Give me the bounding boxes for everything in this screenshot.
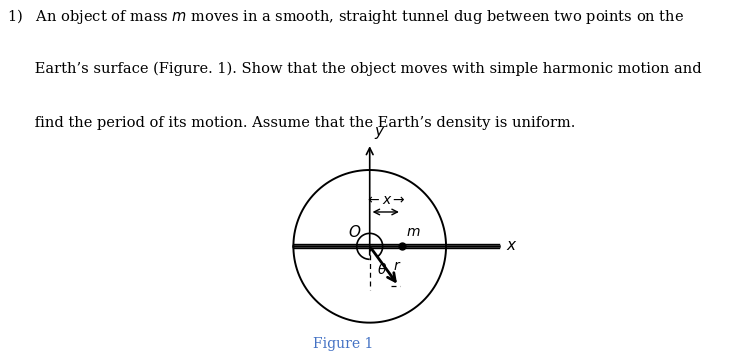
Text: $\mathit{m}$: $\mathit{m}$: [405, 226, 420, 240]
Text: Figure 1: Figure 1: [313, 337, 373, 351]
Text: $\mathit{x}$: $\mathit{x}$: [506, 239, 517, 253]
Text: $\leftarrow x \rightarrow$: $\leftarrow x \rightarrow$: [365, 193, 406, 207]
Text: $\mathit{y}$: $\mathit{y}$: [374, 125, 385, 141]
Text: $\theta$: $\theta$: [377, 262, 387, 277]
Text: $\mathit{r}$: $\mathit{r}$: [393, 258, 402, 272]
Text: Earth’s surface (Figure. 1). Show that the object moves with simple harmonic mot: Earth’s surface (Figure. 1). Show that t…: [7, 61, 702, 76]
Text: find the period of its motion. Assume that the Earth’s density is uniform.: find the period of its motion. Assume th…: [7, 116, 575, 130]
Text: 1)   An object of mass $\mathit{m}$ moves in a smooth, straight tunnel dug betwe: 1) An object of mass $\mathit{m}$ moves …: [7, 7, 685, 26]
Text: $\mathit{O}$: $\mathit{O}$: [347, 224, 361, 240]
